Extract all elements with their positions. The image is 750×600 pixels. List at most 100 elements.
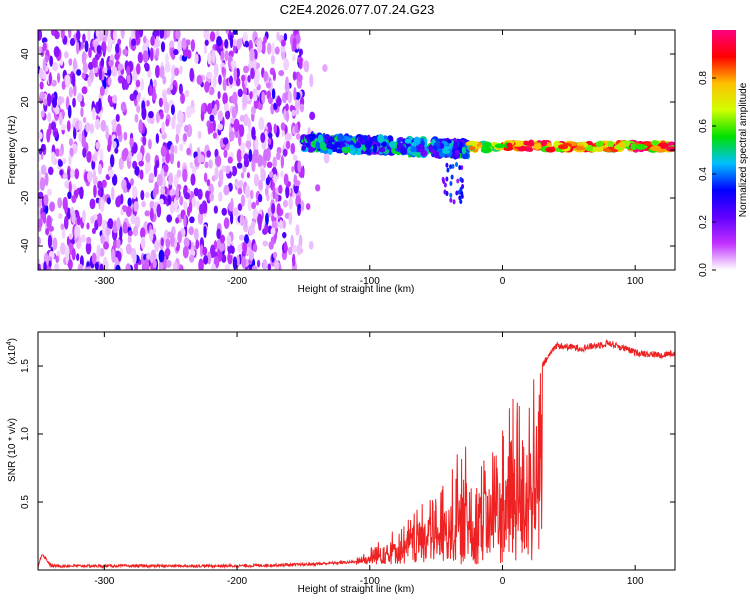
spectrogram-cell (198, 258, 204, 270)
spectrogram-cell (136, 63, 141, 75)
spectrogram-cell (71, 72, 76, 87)
spectrogram-cell (58, 212, 63, 220)
spectrogram-cell (197, 151, 202, 164)
spectrogram-cell (108, 169, 115, 178)
spectrogram-cell (221, 66, 225, 74)
spectrogram-cell (38, 236, 41, 246)
spectrogram-cell (295, 224, 300, 236)
spectrogram-cell (218, 169, 224, 183)
colorbar: 0.0 0.2 0.4 0.6 0.8 Normalized spectral ampl… (698, 30, 749, 277)
spectrogram-cell (249, 48, 255, 62)
spectrogram-cell (76, 253, 80, 261)
spectrogram-cell (249, 90, 253, 100)
snr-y-axis: 0.5 1.0 1.5 (20, 359, 675, 509)
spectrogram-cell (96, 248, 101, 262)
spectrogram-cell (99, 198, 105, 213)
spectrogram-cell (271, 88, 276, 100)
spectrogram-cell (461, 146, 467, 155)
chart-title: C2E4.2026.077.07.24.G23 (280, 2, 435, 17)
spectrogram-y-label: Frequency (Hz) (7, 116, 18, 185)
spectrogram-cell (188, 254, 195, 263)
spectrogram-cell (73, 58, 77, 70)
spectrogram-cell (230, 60, 237, 68)
spectrogram-cell (120, 101, 127, 113)
spectrogram-cell (76, 214, 81, 226)
spectrogram-cell (173, 49, 179, 56)
spectrogram-cell (293, 87, 297, 101)
spectrogram-cell (219, 234, 226, 244)
spectrogram-cell (435, 147, 443, 153)
spectrogram-cell (452, 199, 456, 205)
spectrogram-cell (257, 193, 263, 203)
spectrogram-cell (459, 177, 463, 183)
spectrogram-cell (175, 133, 179, 144)
spectrogram-cell (91, 107, 96, 121)
spectrogram-cell (243, 86, 248, 96)
spectrogram-cell (82, 116, 87, 123)
spectrogram-cell (145, 100, 150, 107)
spectrogram-cell (242, 165, 247, 173)
spectrogram-cell (207, 52, 212, 65)
snr-y-label: SNR (10 * v/v) (7, 418, 18, 482)
spectrogram-cell (149, 229, 154, 242)
spectrogram-cell (167, 194, 172, 206)
spectrogram-cell (87, 30, 91, 43)
spectrogram-cell (209, 114, 215, 122)
spectrogram-cell (47, 112, 52, 123)
spectrogram-cell (59, 169, 63, 176)
spectrogram-cell (218, 74, 222, 86)
spectrogram-cell (461, 184, 465, 190)
y-tick-label: 0.5 (20, 495, 31, 509)
snr-y-multiplier: (x104) (6, 338, 18, 365)
spectrogram-cell (111, 186, 115, 200)
colorbar-tick-label: 0.8 (698, 71, 709, 85)
spectrogram-cell (232, 30, 238, 35)
spectrogram-cell (203, 172, 208, 183)
spectrogram-cell (398, 136, 404, 142)
spectrogram-cell (148, 110, 154, 119)
spectrogram-cell (258, 154, 263, 167)
spectrogram-cell (224, 264, 230, 270)
spectrogram-cell (443, 182, 447, 188)
spectrogram-cell (158, 249, 165, 263)
spectrogram-cell (595, 145, 604, 153)
spectrogram-cell (237, 243, 243, 254)
spectrogram-cell (74, 168, 80, 180)
spectrogram-cell (378, 146, 386, 153)
spectrogram-cell (193, 187, 199, 197)
spectrogram-cell (221, 254, 227, 263)
spectrogram-cell (117, 63, 124, 71)
spectrogram-cell (292, 253, 296, 267)
spectrogram-cell (265, 147, 271, 162)
spectrogram-cell (287, 91, 293, 104)
spectrogram-cell (98, 67, 103, 81)
spectrogram-cell (267, 96, 274, 104)
spectrogram-cell (156, 173, 163, 186)
spectrogram-cell (111, 94, 118, 104)
spectrogram-cell (68, 58, 73, 66)
spectrogram-cell (86, 151, 92, 163)
spectrogram-cell (292, 37, 297, 51)
spectrogram-cell (251, 126, 256, 140)
spectrogram-cell (264, 223, 269, 234)
spectrogram-cell (416, 144, 425, 153)
spectrogram-cell (494, 143, 505, 149)
spectrogram-cell (512, 140, 525, 147)
spectrogram-cell (455, 162, 459, 168)
spectrogram-cell (76, 92, 83, 103)
spectrogram-cell (101, 41, 107, 53)
spectrogram-cell (128, 230, 133, 237)
spectrogram-cell (667, 141, 675, 147)
spectrogram-cell (366, 148, 371, 155)
spectrogram-cell (226, 234, 232, 247)
spectrogram-cell (68, 86, 74, 98)
spectrogram-cell (410, 146, 417, 153)
spectrogram-cell (177, 110, 184, 124)
spectrogram-cell (47, 234, 53, 249)
spectrogram-cell (132, 250, 137, 265)
spectrogram-cell (61, 80, 66, 90)
spectrogram-cell (49, 55, 54, 67)
spectrogram-cell (261, 91, 266, 104)
spectrogram-cell (137, 91, 141, 99)
spectrogram-cell (195, 239, 200, 250)
